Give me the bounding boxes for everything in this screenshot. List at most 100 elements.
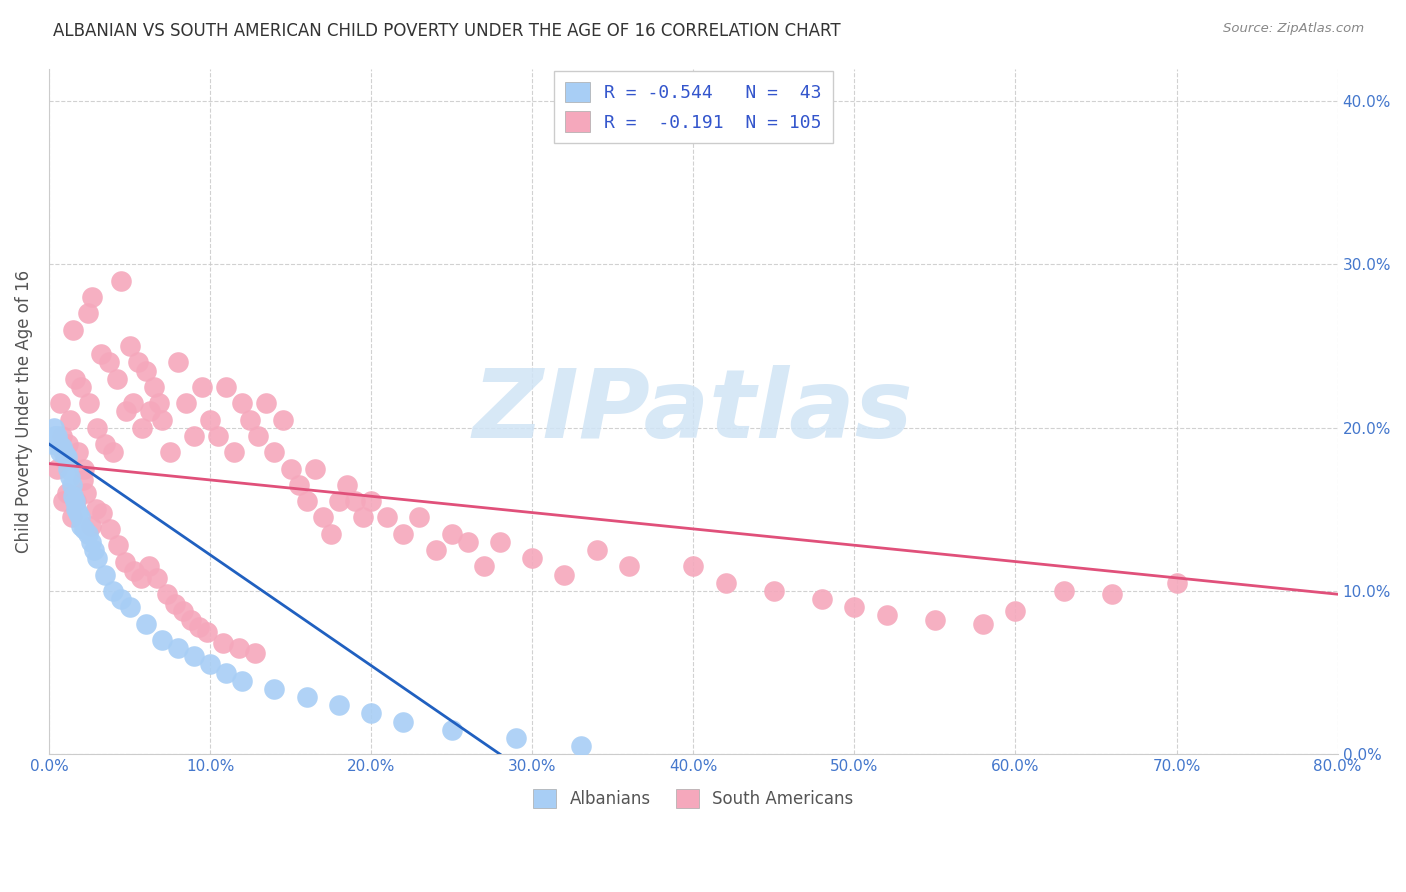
Point xyxy=(312,510,335,524)
Point xyxy=(46,461,69,475)
Point xyxy=(63,372,86,386)
Point xyxy=(522,551,544,566)
Point xyxy=(440,526,463,541)
Point xyxy=(457,535,479,549)
Point xyxy=(52,494,75,508)
Point xyxy=(98,522,121,536)
Point xyxy=(63,494,86,508)
Point xyxy=(148,396,170,410)
Point xyxy=(505,731,527,745)
Point xyxy=(187,620,209,634)
Point xyxy=(489,535,512,549)
Point xyxy=(66,506,89,520)
Point xyxy=(83,543,105,558)
Point xyxy=(924,613,946,627)
Point xyxy=(62,489,84,503)
Point xyxy=(86,420,108,434)
Point xyxy=(60,478,83,492)
Point xyxy=(53,453,76,467)
Point xyxy=(94,437,117,451)
Point xyxy=(183,429,205,443)
Point xyxy=(103,445,125,459)
Point xyxy=(76,526,98,541)
Point xyxy=(103,583,125,598)
Point xyxy=(195,624,218,639)
Legend: Albanians, South Americans: Albanians, South Americans xyxy=(526,782,860,814)
Point xyxy=(1101,587,1123,601)
Text: ZIPatlas: ZIPatlas xyxy=(472,365,914,458)
Point xyxy=(569,739,592,753)
Point xyxy=(80,535,103,549)
Point xyxy=(115,404,138,418)
Point xyxy=(97,355,120,369)
Point xyxy=(41,437,63,451)
Y-axis label: Child Poverty Under the Age of 16: Child Poverty Under the Age of 16 xyxy=(15,269,32,553)
Point xyxy=(135,363,157,377)
Point xyxy=(135,616,157,631)
Point xyxy=(80,518,103,533)
Point xyxy=(77,396,100,410)
Point xyxy=(94,567,117,582)
Point xyxy=(336,478,359,492)
Point xyxy=(392,526,415,541)
Point xyxy=(228,641,250,656)
Point xyxy=(110,592,132,607)
Point xyxy=(295,690,318,704)
Point xyxy=(585,543,607,558)
Point xyxy=(254,396,277,410)
Point xyxy=(76,306,98,320)
Point xyxy=(51,440,73,454)
Point xyxy=(69,510,91,524)
Point xyxy=(138,559,160,574)
Point xyxy=(263,445,285,459)
Point xyxy=(174,396,197,410)
Point xyxy=(408,510,430,524)
Point xyxy=(58,461,80,475)
Point xyxy=(247,429,270,443)
Point xyxy=(89,347,111,361)
Point xyxy=(553,567,575,582)
Point xyxy=(328,494,350,508)
Point xyxy=(65,502,87,516)
Point xyxy=(682,559,704,574)
Point xyxy=(163,597,186,611)
Point xyxy=(231,396,253,410)
Point xyxy=(62,323,84,337)
Point xyxy=(150,412,173,426)
Point xyxy=(166,641,188,656)
Point xyxy=(155,587,177,601)
Point xyxy=(180,613,202,627)
Point xyxy=(48,437,70,451)
Point xyxy=(287,478,309,492)
Point xyxy=(1053,583,1076,598)
Point xyxy=(139,404,162,418)
Point xyxy=(82,290,104,304)
Point xyxy=(295,494,318,508)
Point xyxy=(65,494,87,508)
Point xyxy=(198,657,221,672)
Point xyxy=(231,673,253,688)
Point xyxy=(191,380,214,394)
Point xyxy=(215,380,238,394)
Point xyxy=(714,575,737,590)
Point xyxy=(150,632,173,647)
Point xyxy=(1004,603,1026,617)
Point xyxy=(183,649,205,664)
Point xyxy=(70,518,93,533)
Point xyxy=(55,450,77,464)
Point xyxy=(84,502,107,516)
Point xyxy=(110,274,132,288)
Point xyxy=(352,510,374,524)
Point xyxy=(127,355,149,369)
Point xyxy=(844,600,866,615)
Point xyxy=(207,429,229,443)
Point xyxy=(105,372,128,386)
Point xyxy=(75,486,97,500)
Point xyxy=(472,559,495,574)
Point xyxy=(617,559,640,574)
Point xyxy=(49,445,72,459)
Point xyxy=(159,445,181,459)
Point xyxy=(392,714,415,729)
Point xyxy=(280,461,302,475)
Point xyxy=(73,461,96,475)
